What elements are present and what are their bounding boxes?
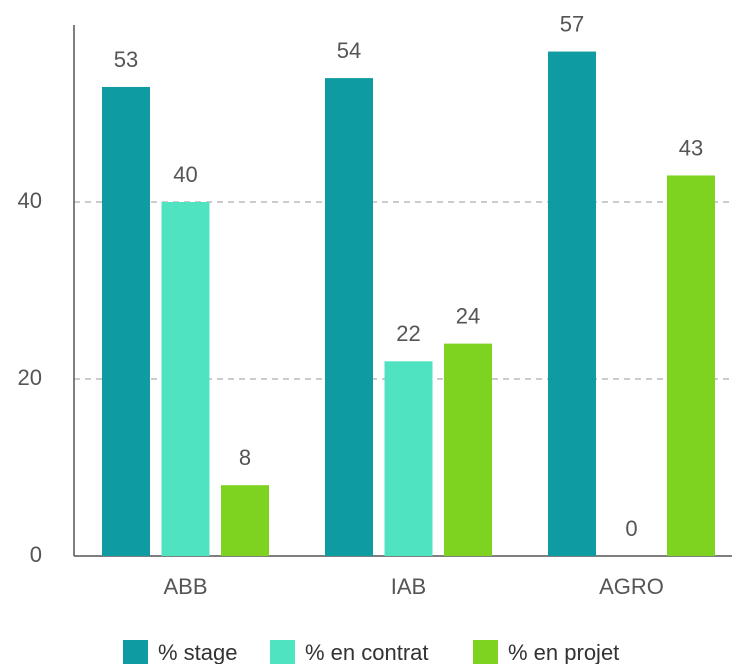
value-label: 40 [173,162,197,187]
legend-label: % en projet [508,640,619,664]
legend-swatch [270,640,295,664]
bar [161,202,210,556]
y-tick-label: 40 [18,188,42,213]
legend-label: % en contrat [305,640,429,664]
y-tick-label: 20 [18,365,42,390]
bar [667,175,715,556]
value-label: 24 [456,303,480,328]
x-tick-label: AGRO [599,574,664,599]
value-label: 53 [114,47,138,72]
value-label: 8 [239,445,251,470]
legend-swatch [123,640,148,664]
x-tick-label: ABB [163,574,207,599]
legend-label: % stage [158,640,238,664]
value-label: 57 [560,11,584,36]
legend-swatch [473,640,498,664]
bar [548,51,596,557]
value-label: 43 [679,135,703,160]
value-label: 22 [396,321,420,346]
x-tick-label: IAB [391,574,426,599]
bar [444,343,492,556]
legend: % stage % en contrat % en projet [123,640,619,664]
y-tick-label: 0 [30,542,42,567]
value-label: 0 [625,516,637,541]
bar [221,485,269,556]
value-label: 54 [337,38,361,63]
bar [102,86,150,556]
bar [384,361,433,556]
bar [325,78,373,556]
